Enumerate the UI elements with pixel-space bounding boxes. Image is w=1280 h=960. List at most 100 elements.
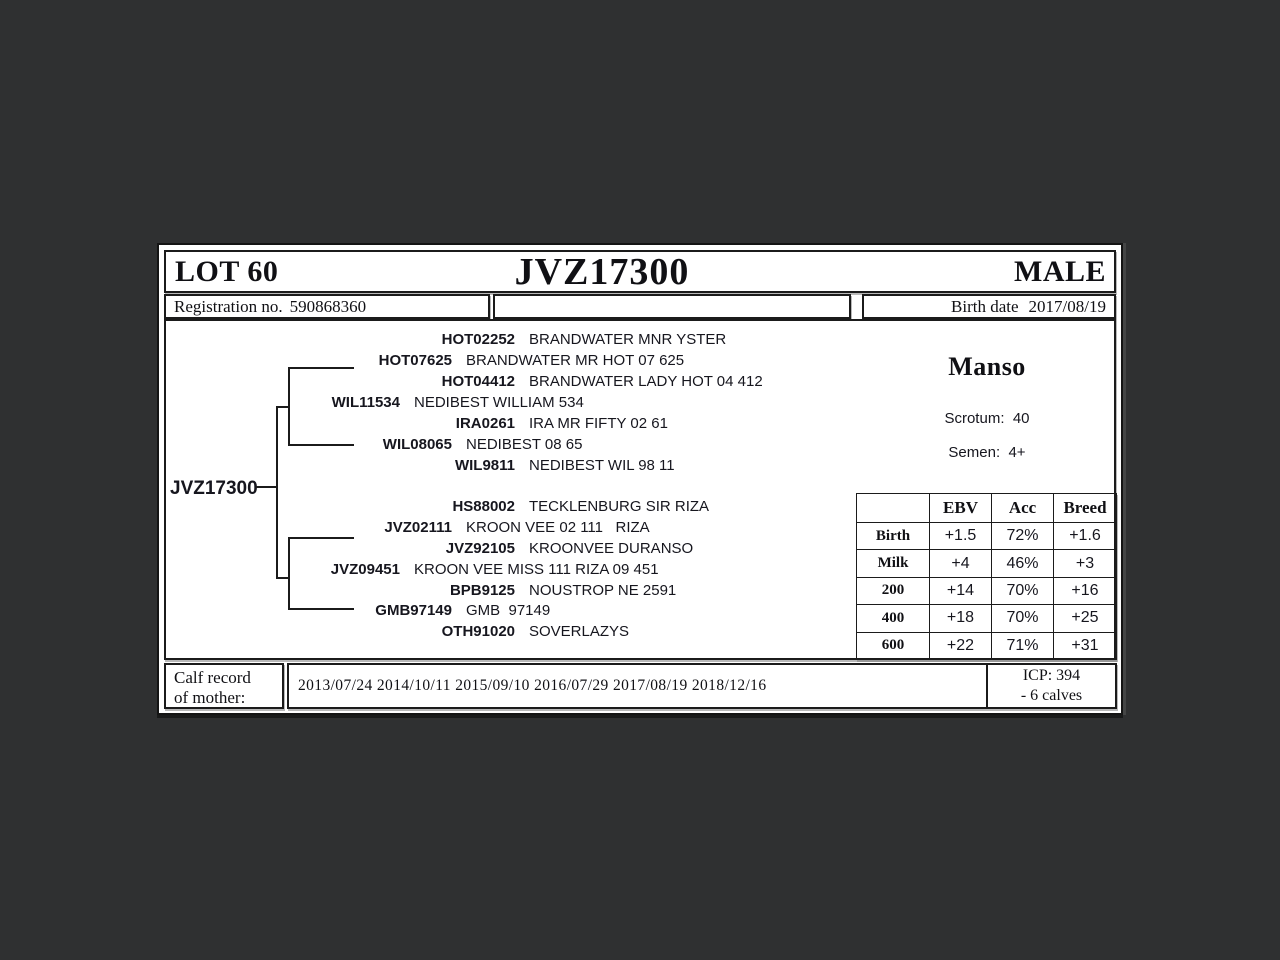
ebv-header-cell: EBV [929, 494, 991, 522]
animal-code: JVZ09451 [330, 561, 400, 578]
breed-panel: Manso [887, 352, 1087, 382]
animal-name: NEDIBEST WIL 98 11 [529, 457, 675, 474]
animal-name: BRANDWATER LADY HOT 04 412 [529, 373, 763, 390]
animal-name: TECKLENBURG SIR RIZA [529, 498, 710, 515]
ebv-row-label: 200 [857, 576, 929, 604]
tree-line [288, 537, 354, 539]
animal-code: WIL11534 [331, 394, 400, 411]
ebv-value: +14 [929, 576, 991, 605]
pedigree-row: GMB97149 GMB 97149 [310, 600, 550, 622]
pedigree-box [164, 319, 1116, 660]
tree-line [288, 367, 290, 446]
acc-value: 46% [991, 549, 1053, 577]
tree-line [288, 608, 354, 610]
animal-code: HOT04412 [441, 373, 515, 390]
animal-name: BRANDWATER MR HOT 07 625 [466, 352, 685, 369]
calf-record-box: 2013/07/24 2014/10/11 2015/09/10 2016/07… [287, 663, 1117, 709]
lot-number: LOT 60 [175, 254, 279, 288]
pedigree-row: JVZ09451 KROON VEE MISS 111 RIZA 09 451 [262, 559, 659, 581]
animal-name: SOVERLAZYS [529, 623, 630, 640]
animal-code: HS88002 [452, 498, 515, 515]
semen-row: Semen: 4+ [887, 444, 1087, 461]
animal-code: WIL9811 [454, 457, 515, 474]
animal-name: BRANDWATER MNR YSTER [529, 331, 727, 348]
empty-box [493, 294, 851, 319]
ebv-row-label: Birth [857, 522, 929, 549]
ebv-header-cell: Breed [1053, 494, 1116, 522]
breed-value: +16 [1053, 576, 1116, 605]
semen-value: 4+ [1008, 444, 1026, 461]
acc-value: 72% [991, 522, 1053, 550]
breed-value: +31 [1053, 631, 1116, 659]
registration-box: Registration no. 590868360 [164, 294, 490, 319]
pedigree-row: OTH91020 SOVERLAZYS [375, 621, 629, 643]
animal-code: GMB97149 [375, 602, 452, 619]
tree-line [256, 486, 277, 488]
calf-dates: 2013/07/24 2014/10/11 2015/09/10 2016/07… [289, 665, 988, 707]
pedigree-row: HOT07625 BRANDWATER MR HOT 07 625 [310, 350, 684, 372]
pedigree-row: IRA0261 IRA MR FIFTY 02 61 [375, 413, 668, 435]
ebv-row-label: 600 [857, 631, 929, 659]
breed-value: +25 [1053, 604, 1116, 632]
animal-name: NEDIBEST 08 65 [466, 436, 583, 453]
animal-id-title: JVZ17300 [514, 250, 690, 293]
ebv-value: +4 [929, 549, 991, 577]
animal-code: HOT07625 [378, 352, 452, 369]
scrotum-label: Scrotum: [944, 410, 1005, 427]
pedigree-row: JVZ92105 KROONVEE DURANSO [375, 538, 693, 560]
header-box: LOT 60 JVZ17300 MALE [164, 250, 1116, 293]
animal-code: JVZ92105 [445, 540, 515, 557]
ebv-value: +1.5 [929, 522, 991, 550]
icp-value: ICP: 394 [1022, 667, 1081, 684]
breed-value: +1.6 [1053, 522, 1116, 550]
calf-record-label-line1: Calf record [174, 668, 251, 687]
animal-name: GMB 97149 [466, 602, 551, 619]
pedigree-row: HS88002 TECKLENBURG SIR RIZA [375, 496, 709, 518]
animal-code: OTH91020 [441, 623, 515, 640]
sex-label: MALE [1014, 254, 1106, 288]
tree-line [288, 367, 354, 369]
birth-date-value: 2017/08/19 [1028, 296, 1106, 316]
pedigree-row: HOT02252 BRANDWATER MNR YSTER [375, 329, 727, 351]
lot-card: LOT 60 JVZ17300 MALE Registration no. 59… [157, 243, 1123, 715]
animal-code: HOT02252 [441, 331, 515, 348]
pedigree-row: HOT04412 BRANDWATER LADY HOT 04 412 [375, 371, 763, 393]
ebv-row-label: 400 [857, 604, 929, 631]
breed-name: Manso [948, 352, 1026, 381]
calf-record-label-box: Calf record of mother: [164, 663, 284, 709]
scrotum-value: 40 [1012, 410, 1030, 427]
animal-name: NOUSTROP NE 2591 [529, 582, 677, 599]
acc-value: 71% [991, 631, 1053, 659]
calves-count: - 6 calves [1020, 687, 1083, 704]
tree-line [276, 577, 290, 579]
scrotum-row: Scrotum: 40 [887, 410, 1087, 427]
pedigree-row: BPB9125 NOUSTROP NE 2591 [375, 580, 676, 602]
tree-line [276, 406, 278, 579]
acc-value: 70% [991, 604, 1053, 632]
ebv-header-cell [857, 494, 929, 522]
registration-label: Registration no. [174, 296, 283, 316]
animal-name: KROON VEE 02 111 RIZA [466, 519, 650, 536]
animal-code: WIL08065 [382, 436, 452, 453]
registration-number: 590868360 [289, 296, 367, 316]
acc-value: 70% [991, 576, 1053, 605]
animal-name: KROON VEE MISS 111 RIZA 09 451 [414, 561, 659, 578]
birth-date-box: Birth date 2017/08/19 [862, 294, 1116, 319]
ebv-value: +22 [929, 631, 991, 659]
tree-line [288, 444, 354, 446]
ebv-value: +18 [929, 604, 991, 632]
pedigree-row: WIL08065 NEDIBEST 08 65 [310, 434, 583, 456]
pedigree-row: WIL11534 NEDIBEST WILLIAM 534 [262, 392, 584, 414]
animal-code: JVZ02111 [384, 519, 452, 536]
animal-code: BPB9125 [449, 582, 515, 599]
tree-line [276, 406, 290, 408]
calf-record-label-line2: of mother: [174, 688, 246, 707]
ebv-row-label: Milk [857, 549, 929, 576]
animal-name: NEDIBEST WILLIAM 534 [414, 394, 584, 411]
ebv-header-cell: Acc [991, 494, 1053, 522]
animal-name: IRA MR FIFTY 02 61 [529, 415, 668, 432]
animal-name: KROONVEE DURANSO [529, 540, 694, 557]
ebv-table: EBV Acc Breed Birth +1.5 72% +1.6 Milk +… [856, 493, 1117, 660]
pedigree-row: WIL9811 NEDIBEST WIL 98 11 [375, 455, 675, 477]
animal-code: IRA0261 [455, 415, 515, 432]
